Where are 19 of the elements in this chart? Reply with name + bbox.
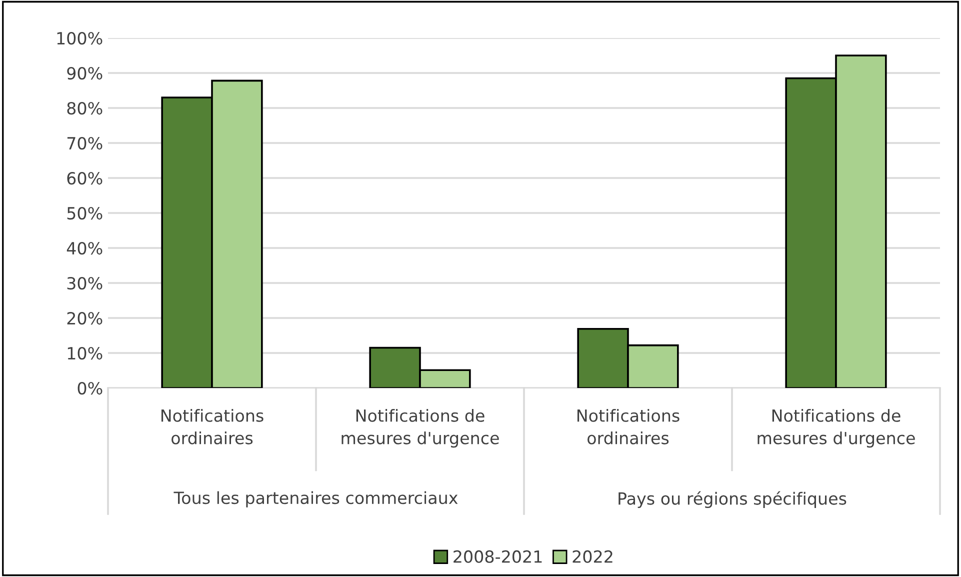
y-tick-label: 90% <box>67 66 102 80</box>
x-tick-label: Notifications de mesures d'urgence <box>342 409 499 448</box>
x-tick-label: Notifications ordinaires <box>577 409 680 444</box>
y-tick-label: 40% <box>66 242 102 255</box>
y-tick-label: 30% <box>67 276 102 290</box>
y-tick-label: 80% <box>67 102 102 115</box>
y-tick-label: 70% <box>67 136 102 150</box>
y-tick-label: 50% <box>67 206 102 220</box>
y-tick-label: 60% <box>67 172 102 185</box>
x-tick-label: Notifications ordinaires <box>161 409 264 444</box>
y-tick-label: 20% <box>67 312 102 325</box>
text: Tous les partenaires commerciaux <box>174 491 458 508</box>
y-tick-label: 10% <box>68 346 102 360</box>
legend-label: 2022 <box>572 550 612 563</box>
y-tick-label: 0% <box>78 382 102 395</box>
legend-label: 2008-2021 <box>454 550 542 563</box>
y-tick-label: 100% <box>57 32 102 45</box>
text: Pays ou régions spécifiques <box>618 491 846 508</box>
x-tick-label: Notifications de mesures d'urgence <box>758 409 915 448</box>
